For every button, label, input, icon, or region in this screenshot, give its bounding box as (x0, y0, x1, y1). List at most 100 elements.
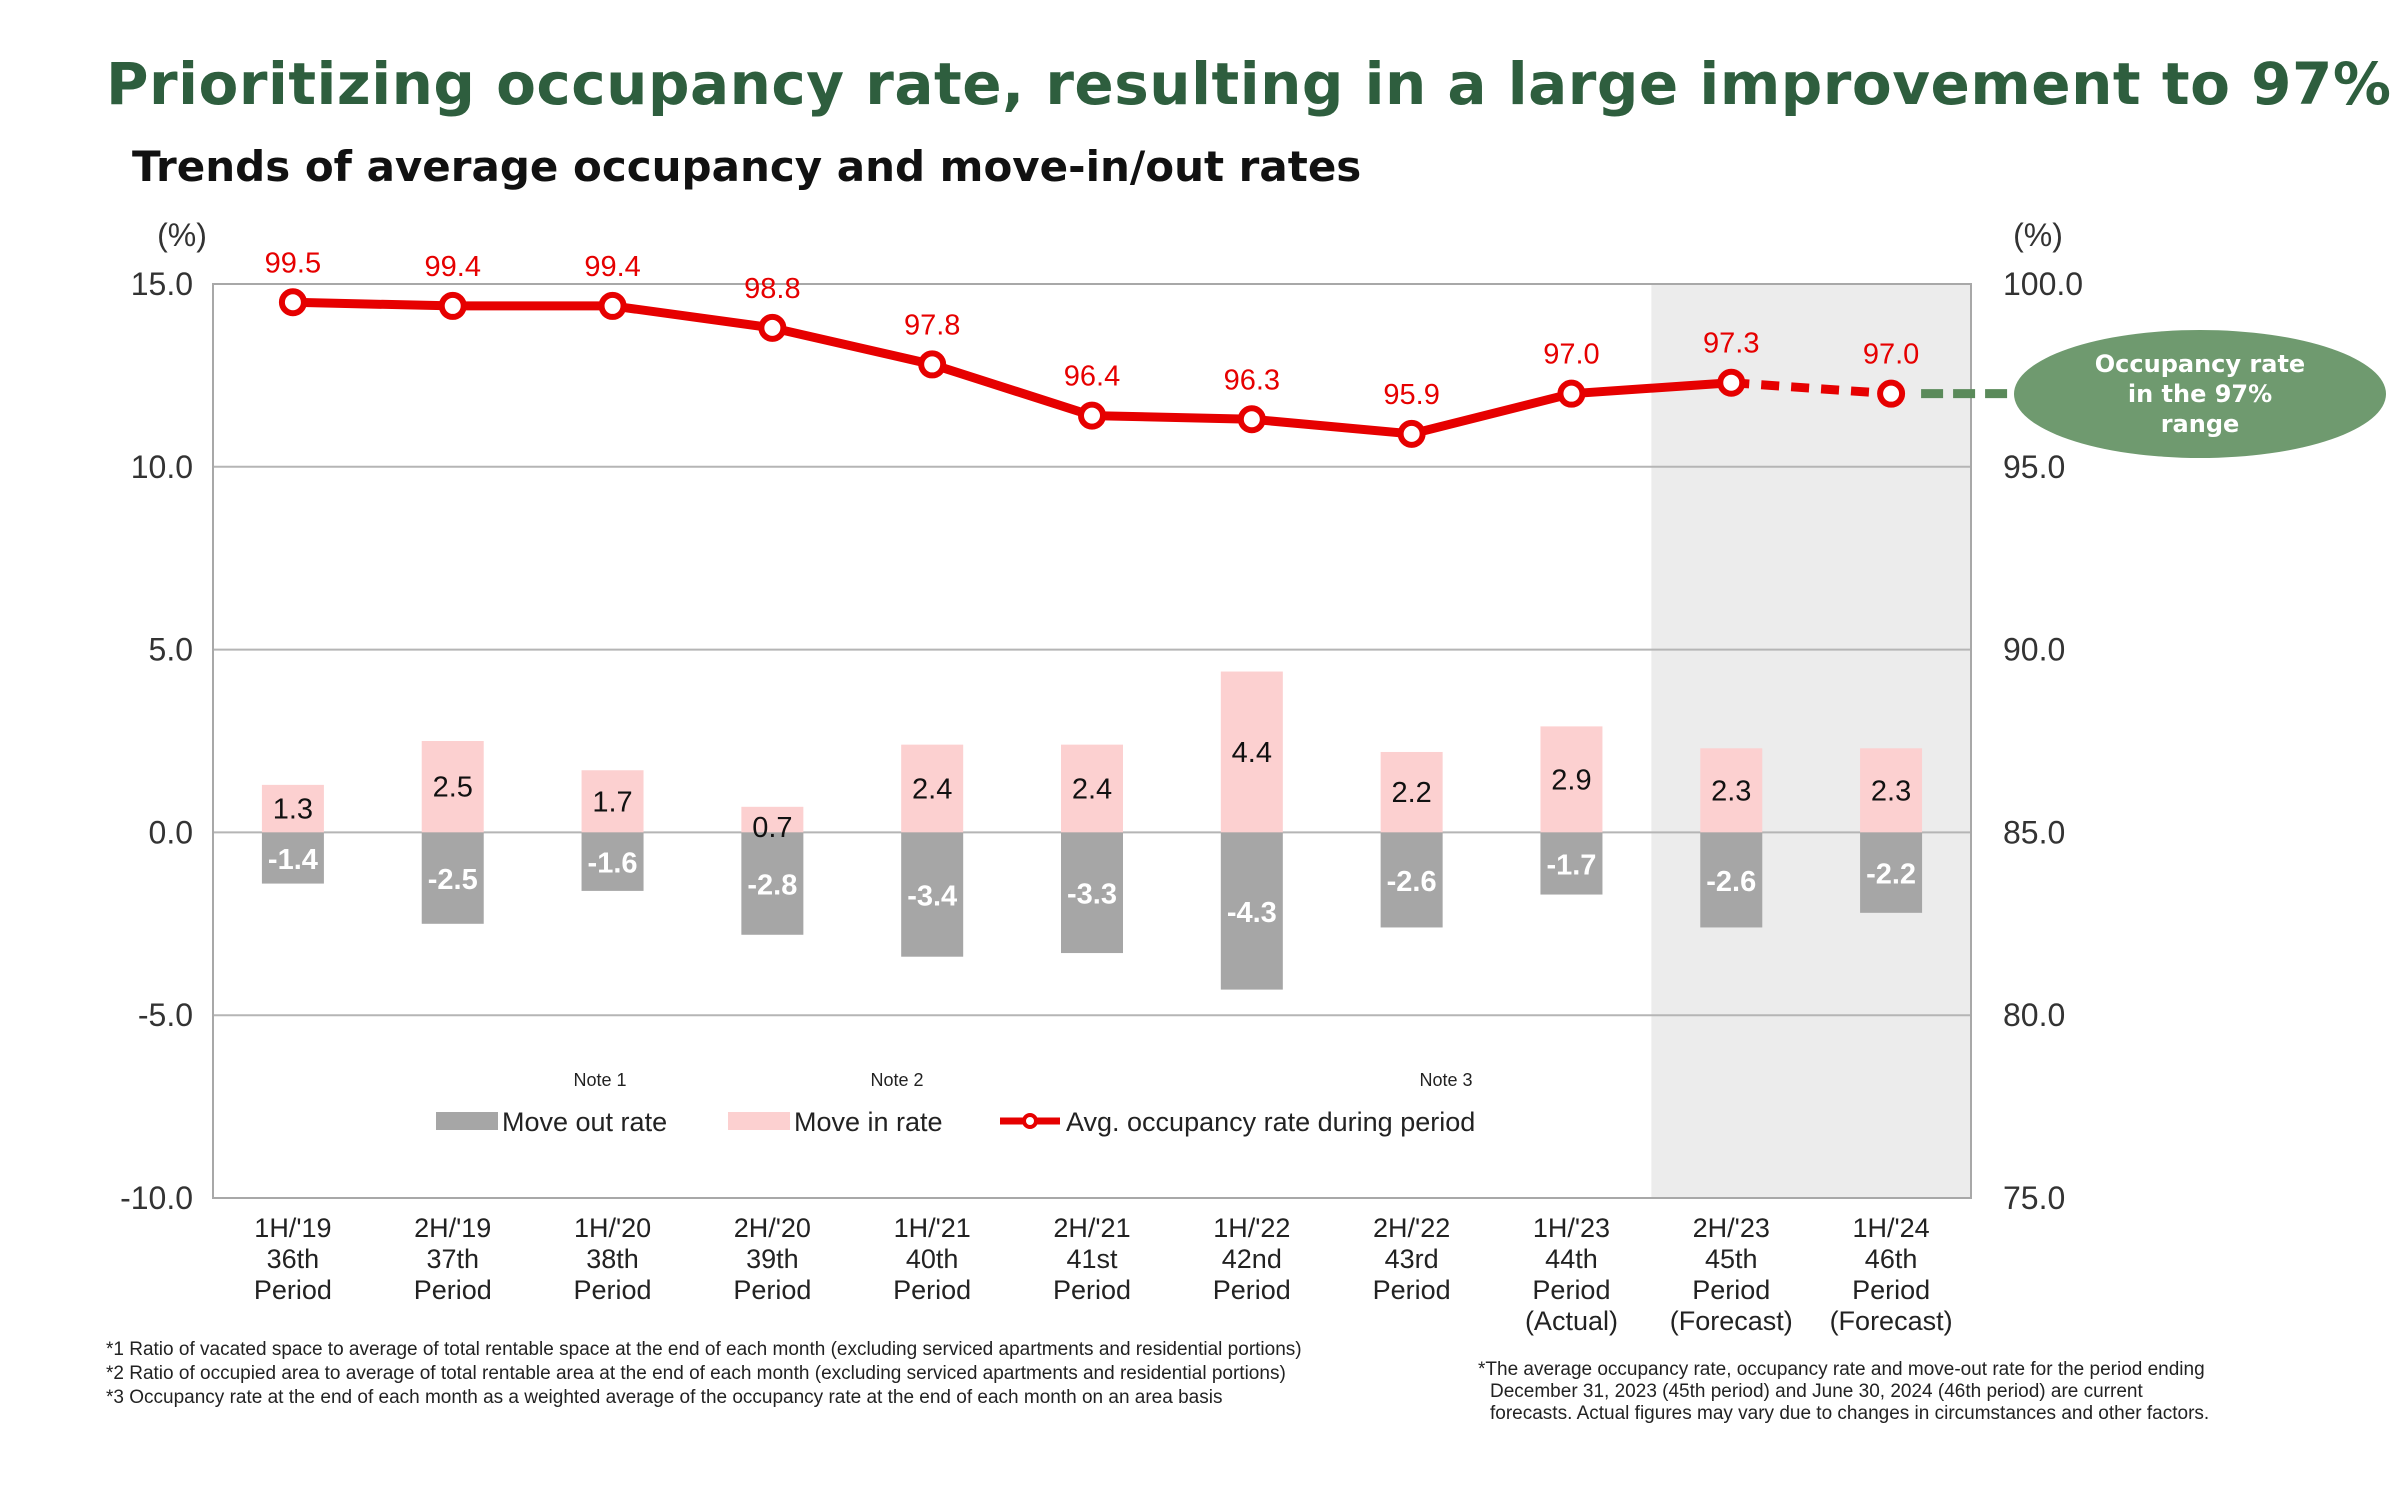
occupancy-label: 96.3 (1224, 364, 1280, 396)
move-out-bar (741, 832, 804, 935)
legend-swatch-move-in (728, 1112, 790, 1130)
forecast-region (1651, 284, 1971, 1198)
occupancy-label: 97.0 (1863, 339, 1919, 371)
x-tick-label: Period (1532, 1275, 1610, 1305)
callout-text: range (2161, 410, 2240, 438)
move-in-bar (1061, 744, 1123, 833)
x-tick-label: 42nd (1222, 1244, 1282, 1274)
x-tick-label: 44th (1545, 1244, 1598, 1274)
x-tick-label: 37th (426, 1244, 479, 1274)
move-out-bar (581, 832, 644, 891)
move-in-label: 2.3 (1711, 775, 1751, 807)
plot-border (212, 283, 1972, 1199)
occupancy-label: 97.8 (904, 309, 960, 341)
x-tick-label: (Forecast) (1670, 1306, 1793, 1336)
callout-bubble (2014, 330, 2386, 458)
x-tick-label: (Forecast) (1830, 1306, 1953, 1336)
move-in-label: 2.9 (1551, 764, 1591, 796)
occupancy-line-forecast (1730, 378, 1892, 399)
move-in-label: 1.3 (273, 794, 313, 826)
left-tick-label: -10.0 (120, 1180, 193, 1216)
x-tick-label: 45th (1705, 1244, 1758, 1274)
footnote-3: *3 Occupancy rate at the end of each mon… (106, 1387, 1223, 1408)
x-tick-label: Period (1852, 1275, 1930, 1305)
move-in-bar (1220, 671, 1283, 833)
move-in-label: 2.5 (433, 772, 473, 804)
move-in-bar (1860, 748, 1923, 833)
move-in-bar (1700, 748, 1763, 833)
occupancy-marker (1717, 368, 1746, 397)
x-tick-label: 2H/'22 (1373, 1213, 1450, 1243)
occupancy-label: 99.5 (265, 247, 321, 279)
move-in-bar (581, 770, 644, 833)
occupancy-label: 96.4 (1064, 361, 1120, 393)
occupancy-label: 97.0 (1543, 339, 1599, 371)
legend-marker-occupancy (1022, 1113, 1038, 1129)
x-tick-label: 40th (906, 1244, 959, 1274)
footnotes-right: *The average occupancy rate, occupancy r… (1478, 1359, 2209, 1425)
move-out-bar (1061, 832, 1123, 954)
forecast-note-line-2: December 31, 2023 (45th period) and June… (1490, 1381, 2143, 1402)
x-tick-label: 39th (746, 1244, 799, 1274)
x-tick-label: 2H/'20 (734, 1213, 811, 1243)
move-in-bar (1380, 751, 1443, 833)
left-tick-label: 10.0 (131, 449, 193, 485)
move-in-label: 0.7 (752, 812, 792, 844)
forecast-note-line-1: *The average occupancy rate, occupancy r… (1478, 1359, 2205, 1380)
occupancy-marker (918, 350, 947, 379)
x-tick-label: Period (1692, 1275, 1770, 1305)
x-tick-label: 2H/'23 (1693, 1213, 1770, 1243)
left-tick-label: -5.0 (138, 997, 193, 1033)
move-in-bar (261, 784, 324, 833)
move-in-bar (741, 806, 804, 833)
occupancy-label: 99.4 (425, 251, 481, 283)
occupancy-label: 99.4 (584, 251, 640, 283)
move-in-label: 2.2 (1391, 777, 1431, 809)
occupancy-label: 97.3 (1703, 328, 1759, 360)
occupancy-marker (1877, 379, 1906, 408)
occupancy-marker (1557, 379, 1586, 408)
left-tick-label: 0.0 (149, 814, 193, 850)
x-tick-label: Period (893, 1275, 971, 1305)
legend-swatch-move-out (436, 1112, 498, 1130)
x-tick-label: Period (733, 1275, 811, 1305)
move-out-label: -1.4 (268, 844, 318, 876)
x-tick-label: Period (574, 1275, 652, 1305)
move-out-label: -2.5 (428, 864, 478, 896)
x-tick-label: 1H/'24 (1852, 1213, 1929, 1243)
move-out-bar (1220, 832, 1283, 990)
footnote-1: *1 Ratio of vacated space to average of … (106, 1339, 1302, 1360)
move-in-label: 2.4 (1072, 774, 1112, 806)
x-tick-label: 1H/'22 (1213, 1213, 1290, 1243)
note-label: Note 3 (1419, 1070, 1472, 1090)
note-label: Note 1 (573, 1070, 626, 1090)
x-tick-label: Period (1053, 1275, 1131, 1305)
left-axis-unit: (%) (157, 217, 207, 253)
right-tick-label: 80.0 (2003, 997, 2065, 1033)
move-out-bar (1700, 832, 1763, 928)
chart-subtitle: Trends of average occupancy and move-in/… (132, 142, 1362, 191)
move-in-bar (421, 741, 484, 833)
x-tick-label: 1H/'23 (1533, 1213, 1610, 1243)
occupancy-marker (1237, 405, 1266, 434)
forecast-note-line-3: forecasts. Actual figures may vary due t… (1490, 1403, 2210, 1424)
move-out-bar (1860, 832, 1923, 913)
right-tick-label: 95.0 (2003, 449, 2065, 485)
x-tick-label: 36th (267, 1244, 320, 1274)
legend-label-occupancy: Avg. occupancy rate during period (1066, 1107, 1475, 1137)
occupancy-marker (1078, 401, 1106, 430)
move-in-bar (901, 744, 964, 833)
move-out-label: -1.6 (588, 848, 638, 880)
x-tick-label: 38th (586, 1244, 639, 1274)
callout-text: in the 97% (2128, 380, 2272, 408)
occupancy-label: 95.9 (1383, 379, 1439, 411)
occupancy-marker (438, 291, 467, 320)
x-tick-label: Period (1373, 1275, 1451, 1305)
move-in-label: 2.3 (1871, 775, 1911, 807)
x-tick-label: 1H/'21 (894, 1213, 971, 1243)
left-tick-label: 5.0 (149, 632, 193, 668)
right-tick-label: 100.0 (2003, 266, 2083, 302)
right-tick-label: 75.0 (2003, 1180, 2065, 1216)
x-tick-label: 43rd (1385, 1244, 1439, 1274)
